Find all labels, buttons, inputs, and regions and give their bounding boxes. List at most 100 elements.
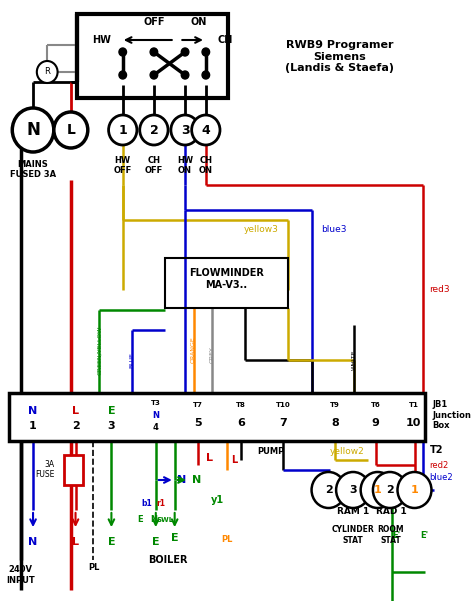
Text: ROOM
STAT: ROOM STAT xyxy=(378,525,404,545)
Text: BLUE: BLUE xyxy=(130,352,135,368)
Text: 1: 1 xyxy=(410,485,419,495)
Text: CH
ON: CH ON xyxy=(199,156,213,175)
Circle shape xyxy=(119,71,127,79)
Text: 2: 2 xyxy=(72,421,80,431)
Circle shape xyxy=(202,71,210,79)
Text: T6: T6 xyxy=(371,402,381,408)
Text: 10: 10 xyxy=(406,418,421,428)
Text: 7: 7 xyxy=(279,418,287,428)
Text: ORANGE: ORANGE xyxy=(191,337,196,364)
Text: E': E' xyxy=(420,531,428,540)
Circle shape xyxy=(109,115,137,145)
Text: T8: T8 xyxy=(236,402,246,408)
Text: L: L xyxy=(66,123,75,137)
Text: L: L xyxy=(72,406,79,416)
Bar xyxy=(77,14,228,98)
Circle shape xyxy=(361,472,395,508)
Text: N: N xyxy=(192,475,201,485)
Circle shape xyxy=(12,108,54,152)
Text: 1: 1 xyxy=(118,123,127,136)
Text: T2: T2 xyxy=(429,445,443,455)
Text: yellow2: yellow2 xyxy=(330,448,365,457)
Text: y1: y1 xyxy=(210,495,224,505)
Text: HW: HW xyxy=(92,35,111,45)
Circle shape xyxy=(37,61,58,83)
Text: 2: 2 xyxy=(149,123,158,136)
Text: T3: T3 xyxy=(151,400,161,406)
Circle shape xyxy=(171,115,199,145)
Text: PL: PL xyxy=(221,535,232,545)
Text: E: E xyxy=(108,537,115,547)
Text: 8: 8 xyxy=(331,418,339,428)
Text: 3: 3 xyxy=(108,421,115,431)
Text: N: N xyxy=(28,537,37,547)
Text: 2: 2 xyxy=(325,485,332,495)
Text: GREEN/YELLOW: GREEN/YELLOW xyxy=(97,325,101,374)
Circle shape xyxy=(181,71,189,79)
Text: HW
ON: HW ON xyxy=(177,156,193,175)
Text: 3: 3 xyxy=(181,123,190,136)
Text: E: E xyxy=(137,516,143,525)
Circle shape xyxy=(119,48,127,56)
Text: blue3: blue3 xyxy=(321,225,346,234)
Text: r1: r1 xyxy=(156,498,165,507)
Text: N: N xyxy=(150,516,157,525)
Text: T10: T10 xyxy=(276,402,291,408)
Text: 3A
FUSE: 3A FUSE xyxy=(36,460,55,480)
Circle shape xyxy=(373,472,407,508)
Text: MAINS
FUSED 3A: MAINS FUSED 3A xyxy=(10,160,56,180)
Text: N: N xyxy=(26,121,40,139)
Text: E': E' xyxy=(392,531,400,540)
Circle shape xyxy=(311,472,346,508)
Text: 9: 9 xyxy=(372,418,380,428)
Text: L: L xyxy=(231,455,237,465)
Text: E: E xyxy=(171,533,179,543)
Circle shape xyxy=(54,112,88,148)
Circle shape xyxy=(191,115,220,145)
Text: 3: 3 xyxy=(349,485,357,495)
Text: blue2: blue2 xyxy=(429,474,453,483)
Text: 2: 2 xyxy=(386,485,394,495)
Text: 5: 5 xyxy=(194,418,202,428)
Circle shape xyxy=(181,48,189,56)
Bar xyxy=(64,455,83,485)
Text: 6: 6 xyxy=(237,418,245,428)
Bar xyxy=(9,393,425,441)
Text: 1: 1 xyxy=(29,421,37,431)
Text: OFF: OFF xyxy=(143,17,164,27)
Text: HW
OFF: HW OFF xyxy=(114,156,132,175)
Text: JB1
Junction
Box: JB1 Junction Box xyxy=(432,400,471,430)
Text: CYLINDER
STAT: CYLINDER STAT xyxy=(332,525,374,545)
Text: 4: 4 xyxy=(201,123,210,136)
Text: E: E xyxy=(108,406,115,416)
Text: CH
OFF: CH OFF xyxy=(145,156,163,175)
Text: L: L xyxy=(72,537,79,547)
Text: E: E xyxy=(152,537,160,547)
Text: 240V
INPUT: 240V INPUT xyxy=(6,566,35,585)
Text: red2: red2 xyxy=(429,460,449,469)
Text: N: N xyxy=(28,406,37,416)
Text: RAM 1: RAM 1 xyxy=(337,507,369,516)
Text: L: L xyxy=(206,453,213,463)
Text: SWL: SWL xyxy=(157,517,174,523)
Text: T7: T7 xyxy=(193,402,203,408)
Text: T1: T1 xyxy=(409,402,419,408)
Circle shape xyxy=(150,48,158,56)
Text: N: N xyxy=(177,475,186,485)
Text: BOILER: BOILER xyxy=(148,555,188,565)
Text: RWB9 Programer
Siemens
(Landis & Staefa): RWB9 Programer Siemens (Landis & Staefa) xyxy=(285,40,394,73)
Circle shape xyxy=(140,115,168,145)
Text: PL: PL xyxy=(88,564,99,573)
Circle shape xyxy=(336,472,370,508)
Text: N: N xyxy=(152,410,159,419)
Text: ON: ON xyxy=(190,17,207,27)
Text: b1: b1 xyxy=(141,498,152,507)
Text: GREY: GREY xyxy=(210,347,215,364)
Text: WHITE: WHITE xyxy=(352,350,356,370)
Text: PUMP: PUMP xyxy=(257,448,284,457)
Bar xyxy=(165,258,288,308)
Text: RAD 1: RAD 1 xyxy=(375,507,406,516)
Circle shape xyxy=(150,71,158,79)
Text: 4: 4 xyxy=(153,424,159,433)
Circle shape xyxy=(202,48,210,56)
